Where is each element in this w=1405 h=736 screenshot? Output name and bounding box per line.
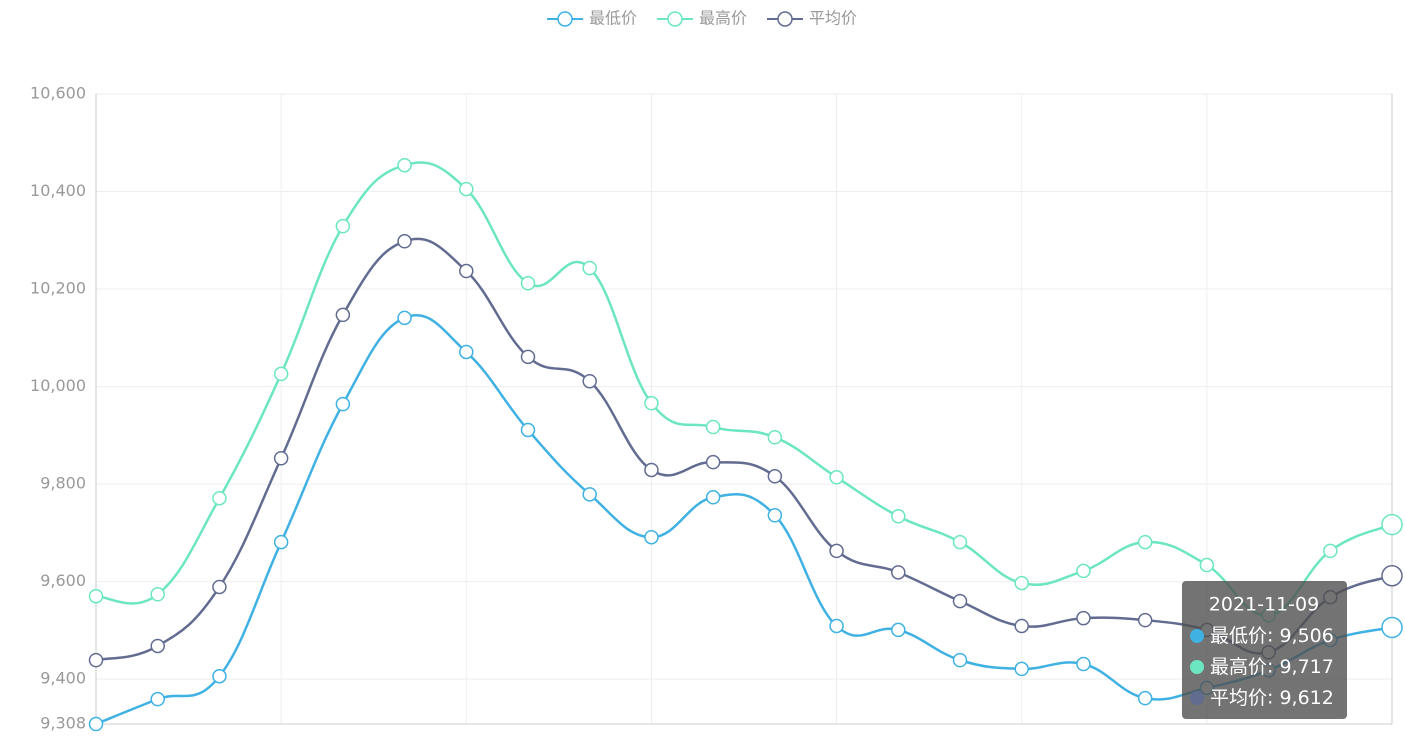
data-point	[582, 487, 597, 502]
data-point	[150, 587, 165, 602]
data-point	[582, 260, 597, 276]
tooltip: 2021-11-09 最低价: 9,506 最高价: 9,717 平均价: 9,612	[1182, 581, 1347, 719]
data-point	[891, 565, 906, 580]
data-point	[952, 593, 968, 609]
tooltip-bg	[1182, 581, 1347, 719]
data-point	[1137, 534, 1153, 550]
y-tick-label: 9,600	[40, 571, 86, 590]
data-point	[212, 579, 227, 595]
y-tick-label: 9,800	[40, 474, 86, 493]
data-point	[273, 366, 289, 382]
tooltip-row: 平均价: 9,612	[1210, 687, 1334, 709]
data-point	[1137, 690, 1153, 706]
series-line	[95, 161, 1393, 617]
legend-label: 最高价	[699, 9, 747, 28]
data-point	[335, 396, 351, 412]
data-point	[705, 454, 721, 470]
y-tick-label: 10,000	[30, 376, 86, 395]
data-point	[767, 469, 783, 484]
legend-icon	[777, 11, 793, 27]
y-tick-label: 10,200	[30, 279, 86, 298]
data-point	[1076, 656, 1091, 672]
data-point	[1323, 543, 1338, 559]
data-point	[88, 716, 104, 732]
data-point	[150, 638, 165, 654]
data-point	[150, 691, 165, 707]
data-point	[829, 470, 844, 485]
data-point	[273, 450, 289, 466]
data-point	[952, 534, 968, 550]
data-point	[1014, 575, 1029, 591]
data-point	[705, 419, 721, 435]
tooltip-value: 9,717	[1279, 656, 1333, 678]
data-point	[397, 157, 412, 173]
tooltip-dot	[1190, 660, 1204, 674]
data-point	[1014, 618, 1029, 634]
tooltip-title: 2021-11-09	[1209, 594, 1319, 616]
y-tick-label: 9,400	[40, 669, 86, 688]
data-point	[520, 349, 536, 365]
data-point	[644, 462, 659, 478]
tooltip-row: 最低价: 9,506	[1210, 625, 1334, 647]
tooltip-series: 平均价	[1210, 687, 1267, 709]
data-point	[767, 508, 783, 523]
data-point	[582, 373, 597, 389]
tooltip-value: 9,612	[1279, 687, 1333, 709]
data-point	[397, 234, 412, 249]
data-point	[952, 652, 968, 668]
data-point	[829, 618, 844, 634]
tooltip-dot	[1190, 629, 1204, 643]
data-point	[335, 307, 351, 323]
data-point	[891, 622, 906, 638]
legend-label: 最低价	[589, 9, 637, 28]
legend-icon	[667, 11, 683, 27]
data-point	[705, 490, 721, 505]
data-point	[767, 430, 783, 445]
data-point	[520, 275, 536, 291]
legend-icon	[557, 11, 573, 27]
data-point	[335, 218, 351, 234]
data-point	[459, 263, 474, 279]
tooltip-series: 最高价	[1210, 656, 1267, 678]
data-point	[1199, 557, 1215, 573]
y-tick-label: 10,600	[30, 84, 86, 103]
data-point	[520, 422, 536, 438]
data-point	[1381, 616, 1403, 639]
tooltip-dot	[1190, 691, 1204, 705]
tooltip-series: 最低价	[1210, 625, 1267, 647]
data-point	[1014, 661, 1029, 677]
data-point	[88, 652, 104, 668]
legend: 最低价 最高价 平均价	[547, 9, 857, 28]
data-point	[397, 310, 412, 326]
data-point	[1381, 565, 1403, 587]
data-point	[1137, 612, 1153, 628]
y-tick-label: 10,400	[30, 181, 86, 200]
data-point	[1076, 610, 1091, 626]
data-point	[212, 490, 227, 506]
data-point	[273, 534, 289, 550]
legend-label: 平均价	[809, 9, 857, 28]
data-point	[829, 543, 844, 559]
data-point	[644, 395, 659, 411]
data-point	[1076, 563, 1091, 579]
data-point	[459, 344, 474, 360]
y-tick-label: 9,308	[40, 714, 86, 733]
tooltip-row: 最高价: 9,717	[1210, 656, 1334, 678]
tooltip-value: 9,506	[1279, 625, 1333, 647]
data-point	[459, 181, 474, 197]
data-point	[891, 509, 906, 524]
data-point	[212, 668, 227, 684]
data-point	[1381, 513, 1403, 536]
data-point	[644, 529, 659, 545]
data-point	[88, 588, 104, 604]
